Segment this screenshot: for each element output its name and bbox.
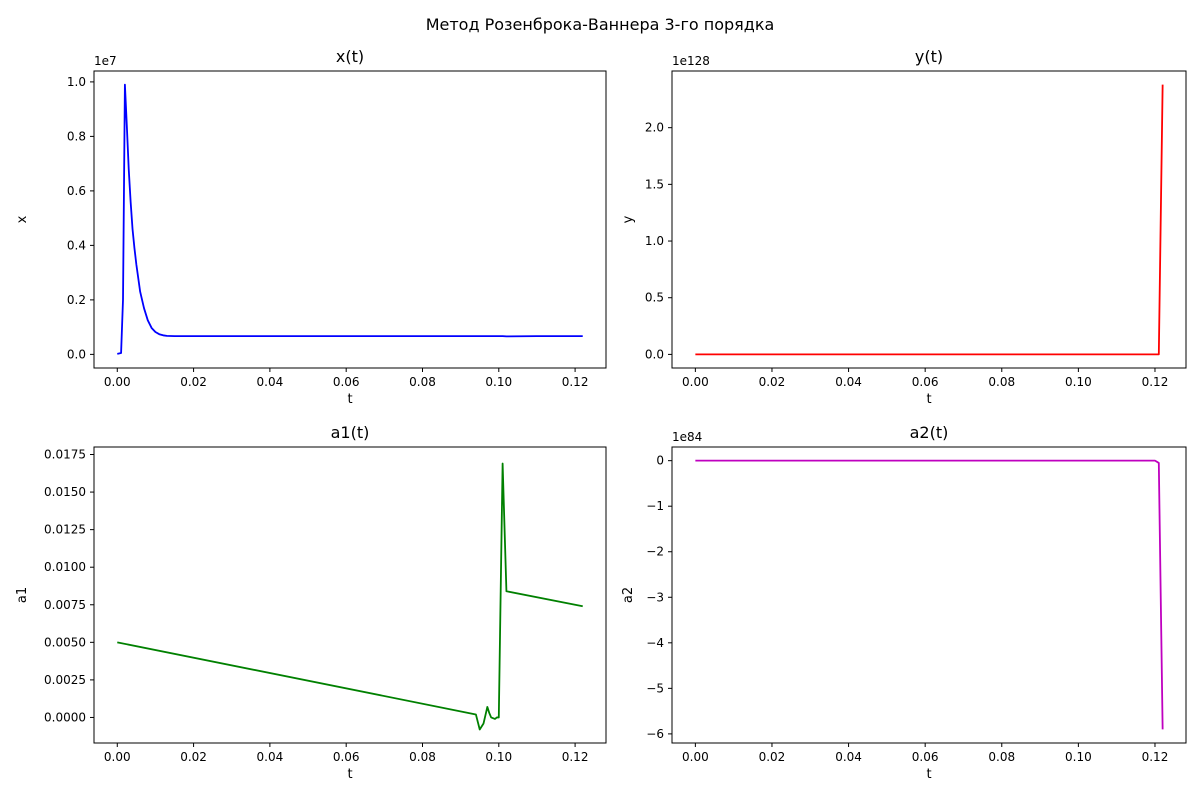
x-tick-label: 0.04 <box>835 375 862 389</box>
y-tick-label: 0.4 <box>67 238 86 252</box>
x-tick-label: 0.10 <box>1065 375 1092 389</box>
axes-frame-a1 <box>93 446 607 744</box>
subplot-a1: 0.00 0.02 0.04 0.06 0.08 0.10 0.12 0.0000 0.0025… <box>15 423 607 782</box>
y-tick-label: −2 <box>646 545 664 559</box>
x-tick-label: 0.00 <box>682 750 709 764</box>
x-tick-label: 0.08 <box>409 375 436 389</box>
subplot-title-x: x(t) <box>336 47 364 66</box>
y-tick-label: 1.5 <box>645 177 664 191</box>
y-axis-label-y: y <box>621 215 636 223</box>
axis-offset-text-y: 1e128 <box>672 54 710 68</box>
x-tick-label: 0.06 <box>912 750 939 764</box>
subplot-grid: 0.00 0.02 0.04 0.06 0.08 0.10 0.120.00.20.40.6… <box>15 47 1187 782</box>
x-tick-label: 0.12 <box>1142 375 1169 389</box>
x-tick-label: 0.12 <box>562 375 589 389</box>
series-line-x <box>117 83 583 355</box>
y-tick-label: 0.6 <box>67 184 86 198</box>
axes-frame-y <box>671 70 1187 369</box>
x-tick-label: 0.10 <box>1065 750 1092 764</box>
x-tick-label: 0.10 <box>485 750 512 764</box>
y-axis-label-a1: a1 <box>15 587 30 603</box>
y-tick-label: 0.2 <box>67 293 86 307</box>
y-tick-label: 2.0 <box>645 121 664 135</box>
y-tick-label: −1 <box>646 499 664 513</box>
x-tick-label: 0.12 <box>1142 750 1169 764</box>
x-tick-label: 0.10 <box>485 375 512 389</box>
x-tick-label: 0.08 <box>988 750 1015 764</box>
y-tick-label: 0.0125 <box>44 523 86 537</box>
y-tick-label: 0.0100 <box>44 560 86 574</box>
y-tick-label: 0.0075 <box>44 598 86 612</box>
subplot-x: 0.00 0.02 0.04 0.06 0.08 0.10 0.12 0.0 0.2 0.4 0.6… <box>15 47 607 407</box>
y-tick-label: −3 <box>646 590 664 604</box>
x-tick-label: 0.06 <box>333 375 360 389</box>
subplot-a2: 0.00 0.02 0.04 0.06 0.08 0.10 0.12 0 −1 −2 −3 −4 −5 −… <box>621 423 1187 782</box>
x-tick-label: 0.02 <box>759 375 786 389</box>
y-tick-label: 0.5 <box>645 291 664 305</box>
y-tick-label: 0.0000 <box>44 710 86 724</box>
x-axis-label-y: t <box>926 392 931 407</box>
axes-frame-a2 <box>671 446 1187 744</box>
y-tick-label: 1.0 <box>645 234 664 248</box>
y-axis-label-x: x <box>15 215 30 223</box>
y-tick-label: −4 <box>646 636 664 650</box>
x-tick-label: 0.02 <box>759 750 786 764</box>
x-tick-label: 0.04 <box>257 375 284 389</box>
y-axis-label-a2: a2 <box>621 587 636 603</box>
x-tick-label: 0.08 <box>988 375 1015 389</box>
subplot-title-y: y(t) <box>915 47 943 66</box>
x-tick-label: 0.00 <box>104 750 131 764</box>
y-tick-label: 0.0025 <box>44 673 86 687</box>
y-tick-label: 0.0175 <box>44 448 86 462</box>
series-line-a1 <box>117 462 583 731</box>
x-tick-label: 0.06 <box>912 375 939 389</box>
x-axis-label-a1: t <box>347 767 352 782</box>
y-tick-label: 0 <box>656 454 664 468</box>
y-tick-label: 0.0050 <box>44 635 86 649</box>
x-tick-label: 0.02 <box>180 375 207 389</box>
subplot-y: 0.00 0.02 0.04 0.06 0.08 0.10 0.12 0.0 0.5 1.0 1.5… <box>621 47 1187 407</box>
x-tick-label: 0.04 <box>257 750 284 764</box>
axis-offset-text-a2: 1e84 <box>672 430 702 444</box>
subplot-title-a2: a2(t) <box>910 423 949 442</box>
x-tick-label: 0.00 <box>682 375 709 389</box>
y-tick-label: −6 <box>646 727 664 741</box>
y-tick-label: 0.8 <box>67 129 86 143</box>
x-axis-label-a2: t <box>926 767 931 782</box>
figure-suptitle: Метод Розенброка-Ваннера 3-го порядка <box>426 15 775 34</box>
x-tick-label: 0.08 <box>409 750 436 764</box>
y-tick-label: 0.0150 <box>44 485 86 499</box>
y-tick-label: 0.0 <box>645 347 664 361</box>
y-tick-label: −5 <box>646 681 664 695</box>
x-tick-label: 0.04 <box>835 750 862 764</box>
series-line-y <box>695 84 1164 356</box>
axis-offset-text-x: 1e7 <box>94 54 117 68</box>
series-line-a2 <box>695 459 1164 730</box>
x-axis-label-x: t <box>347 392 352 407</box>
y-tick-label: 1.0 <box>67 75 86 89</box>
subplot-title-a1: a1(t) <box>331 423 370 442</box>
x-tick-label: 0.02 <box>180 750 207 764</box>
y-tick-label: 0.0 <box>67 347 86 361</box>
x-tick-label: 0.00 <box>104 375 131 389</box>
axes-frame-x <box>93 70 607 369</box>
x-tick-label: 0.06 <box>333 750 360 764</box>
x-tick-label: 0.12 <box>562 750 589 764</box>
